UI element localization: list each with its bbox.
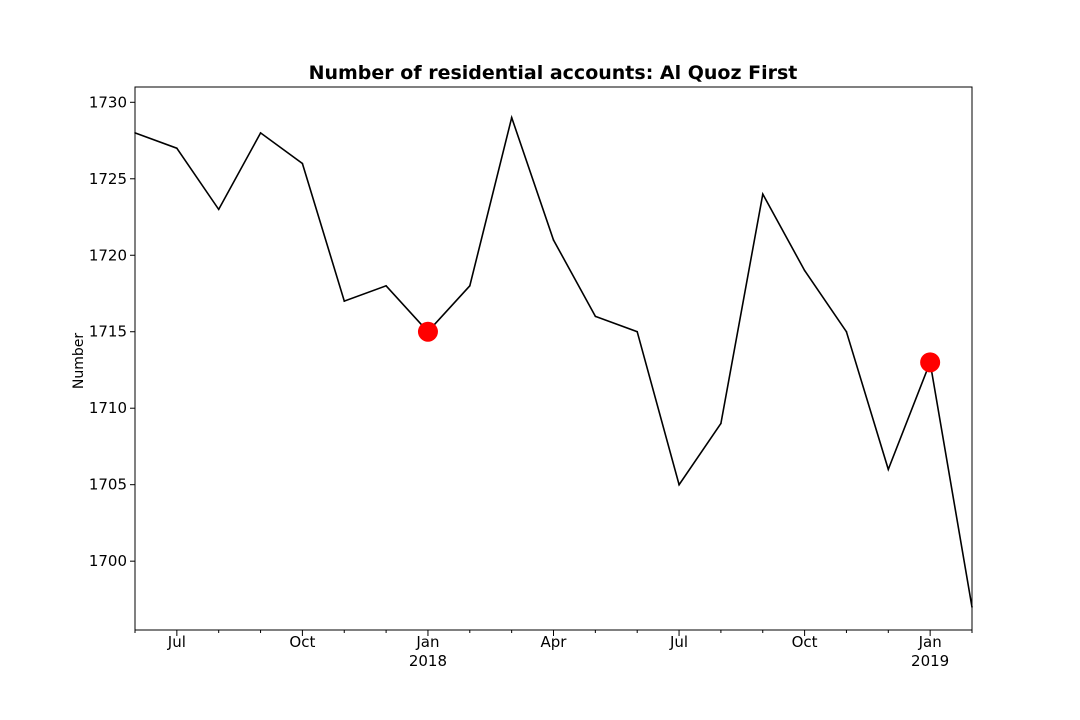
y-tick-label: 1720 xyxy=(89,246,127,264)
x-tick-label: Oct xyxy=(289,633,315,651)
highlight-markers xyxy=(417,321,941,373)
data-point xyxy=(385,285,387,287)
data-point xyxy=(803,269,806,272)
y-tick-label: 1710 xyxy=(89,399,127,417)
x-tick-label: Oct xyxy=(792,633,818,651)
data-point xyxy=(552,239,555,241)
data-point xyxy=(887,468,890,471)
y-axis-label: Number xyxy=(71,333,87,389)
data-point xyxy=(259,132,262,134)
x-tick-label: Jul xyxy=(167,633,186,651)
data-point xyxy=(510,116,513,119)
highlight-marker xyxy=(417,321,438,342)
data-point xyxy=(469,285,471,287)
y-tick-label: 1700 xyxy=(89,552,127,570)
data-point xyxy=(217,208,220,211)
data-point xyxy=(761,193,764,195)
data-point xyxy=(720,422,722,425)
x-tick-label: Jan xyxy=(415,633,439,651)
x-tick-label: Jul xyxy=(669,633,688,651)
data-point xyxy=(636,330,638,333)
highlight-marker xyxy=(920,352,941,373)
plot-frame xyxy=(134,86,973,631)
data-point xyxy=(343,300,346,302)
y-axis: 1700 1705 1710 1715 1720 1725 1730 xyxy=(89,93,135,570)
plot-series xyxy=(134,114,973,608)
x-tick-year-label: 2018 xyxy=(409,652,447,670)
y-tick-label: 1705 xyxy=(89,476,127,494)
data-point xyxy=(301,162,304,165)
series-line xyxy=(134,114,973,608)
x-tick-label: Jan xyxy=(918,633,942,651)
y-tick-label: 1730 xyxy=(89,93,127,111)
data-point xyxy=(678,483,680,486)
y-tick-label: 1725 xyxy=(89,170,127,188)
x-tick-label: Apr xyxy=(541,633,568,651)
data-point xyxy=(594,315,597,318)
y-tick-label: 1715 xyxy=(89,323,127,341)
data-point xyxy=(176,147,178,149)
x-tick-year-label: 2019 xyxy=(911,652,949,670)
chart-title: Number of residential accounts: Al Quoz … xyxy=(309,62,798,84)
data-point xyxy=(845,330,848,333)
